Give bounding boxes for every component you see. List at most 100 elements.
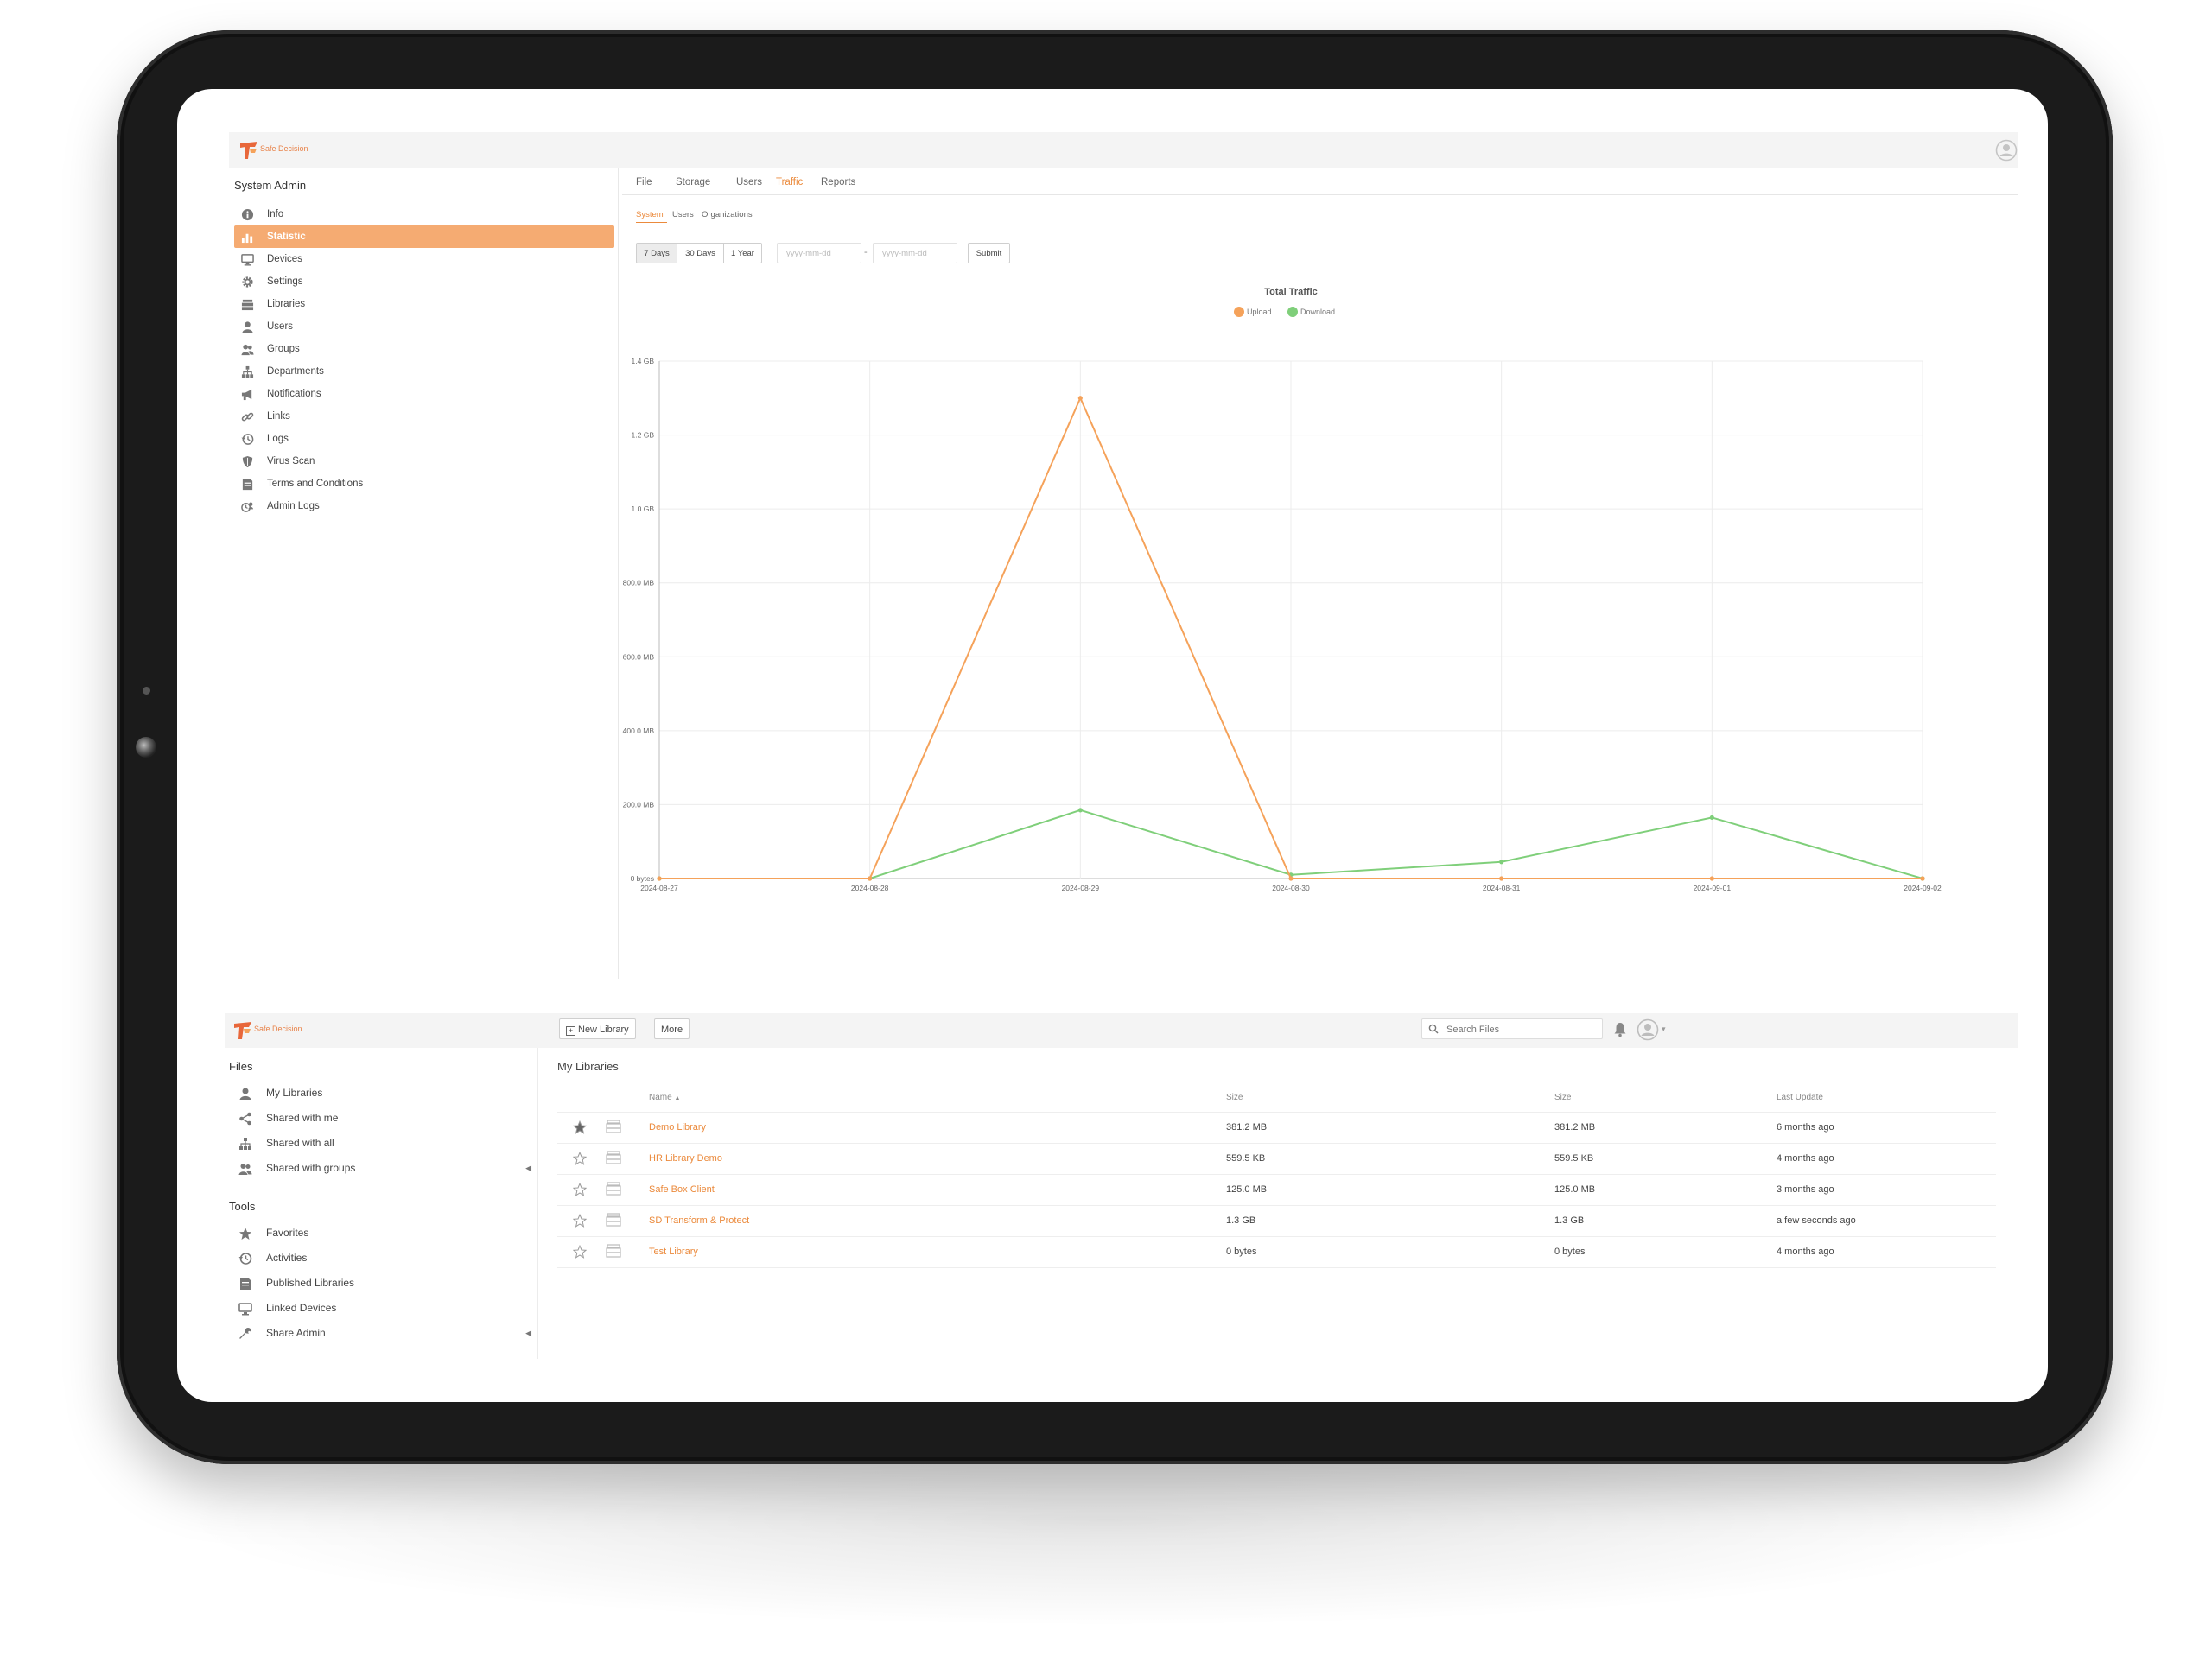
sidebar-item-terms-and-conditions[interactable]: Terms and Conditions: [234, 473, 614, 495]
search-box[interactable]: [1421, 1018, 1603, 1039]
star-outline-icon[interactable]: [573, 1245, 587, 1259]
data-point-upload[interactable]: [1709, 876, 1714, 881]
x-tick-label: 2024-08-29: [1062, 884, 1100, 892]
sidebar-item-share-admin[interactable]: Share Admin ◀: [233, 1321, 531, 1346]
sidebar-item-linked-devices[interactable]: Linked Devices: [233, 1296, 531, 1321]
sidebar-item-shared-with-all[interactable]: Shared with all: [233, 1131, 531, 1156]
table-row[interactable]: Safe Box Client 125.0 MB 125.0 MB 3 months …: [557, 1174, 1996, 1206]
brand-name: Safe Decision: [254, 1025, 302, 1033]
legend-swatch-download[interactable]: [1287, 307, 1298, 317]
sidebar-item-admin-logs[interactable]: Admin Logs: [234, 495, 614, 517]
star-outline-icon[interactable]: [573, 1183, 587, 1196]
sidebar-item-published-libraries[interactable]: Published Libraries: [233, 1271, 531, 1296]
range-1-year-button[interactable]: 1 Year: [723, 243, 762, 263]
library-size: 559.5 KB: [1226, 1153, 1266, 1164]
data-point-upload[interactable]: [657, 876, 662, 881]
start-date-input[interactable]: yyyy-mm-dd: [777, 243, 861, 263]
library-last-update: 4 months ago: [1777, 1153, 1834, 1164]
tab-reports[interactable]: Reports: [821, 177, 856, 187]
subtab-system[interactable]: System: [636, 210, 664, 219]
org-icon: [239, 1138, 251, 1150]
more-button[interactable]: More: [654, 1018, 690, 1039]
sidebar-item-shared-with-me[interactable]: Shared with me: [233, 1106, 531, 1131]
data-point-upload[interactable]: [1288, 876, 1294, 881]
library-last-update: 3 months ago: [1777, 1184, 1834, 1195]
end-date-input[interactable]: yyyy-mm-dd: [873, 243, 957, 263]
sidebar-item-label: Admin Logs: [267, 501, 320, 511]
user-avatar-icon[interactable]: [1637, 1018, 1659, 1041]
legend-label-download[interactable]: Download: [1300, 308, 1335, 316]
sidebar-item-statistic[interactable]: Statistic: [234, 225, 614, 248]
sidebar-item-departments[interactable]: Departments: [234, 360, 614, 383]
new-library-button[interactable]: + New Library: [559, 1018, 636, 1039]
sidebar-item-info[interactable]: Info: [234, 203, 614, 225]
brand-logo-icon[interactable]: [238, 139, 260, 162]
data-point-download[interactable]: [1499, 860, 1504, 865]
group-icon: [241, 344, 254, 356]
sidebar-item-shared-with-groups[interactable]: Shared with groups ◀: [233, 1156, 531, 1181]
column-name[interactable]: Name ▲: [649, 1093, 681, 1102]
y-tick-label: 800.0 MB: [623, 579, 655, 587]
table-row[interactable]: SD Transform & Protect 1.3 GB 1.3 GB a few …: [557, 1205, 1996, 1237]
tab-traffic[interactable]: Traffic: [776, 177, 804, 187]
star-filled-icon[interactable]: [573, 1120, 587, 1134]
data-point-upload[interactable]: [1499, 876, 1504, 881]
tab-file[interactable]: File: [636, 177, 652, 187]
y-tick-label: 1.0 GB: [632, 504, 655, 513]
caret-left-icon[interactable]: ◀: [525, 1329, 531, 1337]
table-row[interactable]: Test Library 0 bytes 0 bytes 4 months ago: [557, 1236, 1996, 1268]
library-name-link[interactable]: Safe Box Client: [649, 1184, 715, 1195]
table-row[interactable]: HR Library Demo 559.5 KB 559.5 KB 4 months …: [557, 1143, 1996, 1175]
sidebar-item-users[interactable]: Users: [234, 315, 614, 338]
sidebar-item-virus-scan[interactable]: Virus Scan: [234, 450, 614, 473]
data-point-upload[interactable]: [1077, 396, 1083, 401]
data-point-upload[interactable]: [868, 876, 873, 881]
statistic-tabs: File Storage Users Traffic Reports: [622, 168, 2018, 195]
sidebar-item-logs[interactable]: Logs: [234, 428, 614, 450]
library-name-link[interactable]: SD Transform & Protect: [649, 1215, 750, 1226]
page-title: My Libraries: [557, 1060, 619, 1073]
sidebar-item-notifications[interactable]: Notifications: [234, 383, 614, 405]
range-7-days-button[interactable]: 7 Days: [636, 243, 677, 263]
sidebar-item-settings[interactable]: Settings: [234, 270, 614, 293]
caret-left-icon[interactable]: ◀: [525, 1164, 531, 1172]
sidebar-item-label: Logs: [267, 434, 289, 444]
search-input[interactable]: [1445, 1021, 1599, 1038]
library-name-link[interactable]: Test Library: [649, 1247, 698, 1257]
subtab-users[interactable]: Users: [672, 210, 694, 219]
sidebar-item-groups[interactable]: Groups: [234, 338, 614, 360]
star-outline-icon[interactable]: [573, 1214, 587, 1228]
legend-label-upload[interactable]: Upload: [1247, 308, 1272, 316]
user-icon: [242, 321, 253, 333]
data-point-download[interactable]: [1709, 815, 1714, 821]
sidebar-item-favorites[interactable]: Favorites: [233, 1221, 531, 1246]
tab-users[interactable]: Users: [736, 177, 763, 187]
column-last-update[interactable]: Last Update: [1777, 1093, 1823, 1102]
sidebar-item-label: Settings: [267, 276, 303, 287]
sidebar-item-devices[interactable]: Devices: [234, 248, 614, 270]
tab-storage[interactable]: Storage: [676, 177, 711, 187]
sidebar-item-activities[interactable]: Activities: [233, 1246, 531, 1271]
submit-button[interactable]: Submit: [968, 243, 1010, 263]
legend-swatch-upload[interactable]: [1234, 307, 1244, 317]
subtab-organizations[interactable]: Organizations: [702, 210, 753, 219]
chevron-down-icon[interactable]: ▾: [1662, 1025, 1666, 1033]
chart-title: Total Traffic: [1264, 287, 1318, 297]
user-avatar-icon[interactable]: [1995, 139, 2018, 162]
bell-icon[interactable]: [1613, 1022, 1627, 1037]
data-point-upload[interactable]: [1920, 876, 1925, 881]
sidebar-item-links[interactable]: Links: [234, 405, 614, 428]
column-size[interactable]: Size: [1226, 1093, 1243, 1102]
brand-logo-icon[interactable]: [232, 1019, 254, 1042]
table-row[interactable]: Demo Library 381.2 MB 381.2 MB 6 months ago: [557, 1112, 1996, 1144]
range-30-days-button[interactable]: 30 Days: [677, 243, 724, 263]
library-icon: [606, 1120, 621, 1133]
sidebar-item-my-libraries[interactable]: My Libraries: [233, 1081, 531, 1106]
data-point-download[interactable]: [1077, 808, 1083, 813]
column-size-2[interactable]: Size: [1554, 1093, 1572, 1102]
y-tick-label: 0 bytes: [631, 874, 654, 883]
star-outline-icon[interactable]: [573, 1152, 587, 1165]
library-name-link[interactable]: HR Library Demo: [649, 1153, 722, 1164]
library-name-link[interactable]: Demo Library: [649, 1122, 707, 1133]
sidebar-item-libraries[interactable]: Libraries: [234, 293, 614, 315]
